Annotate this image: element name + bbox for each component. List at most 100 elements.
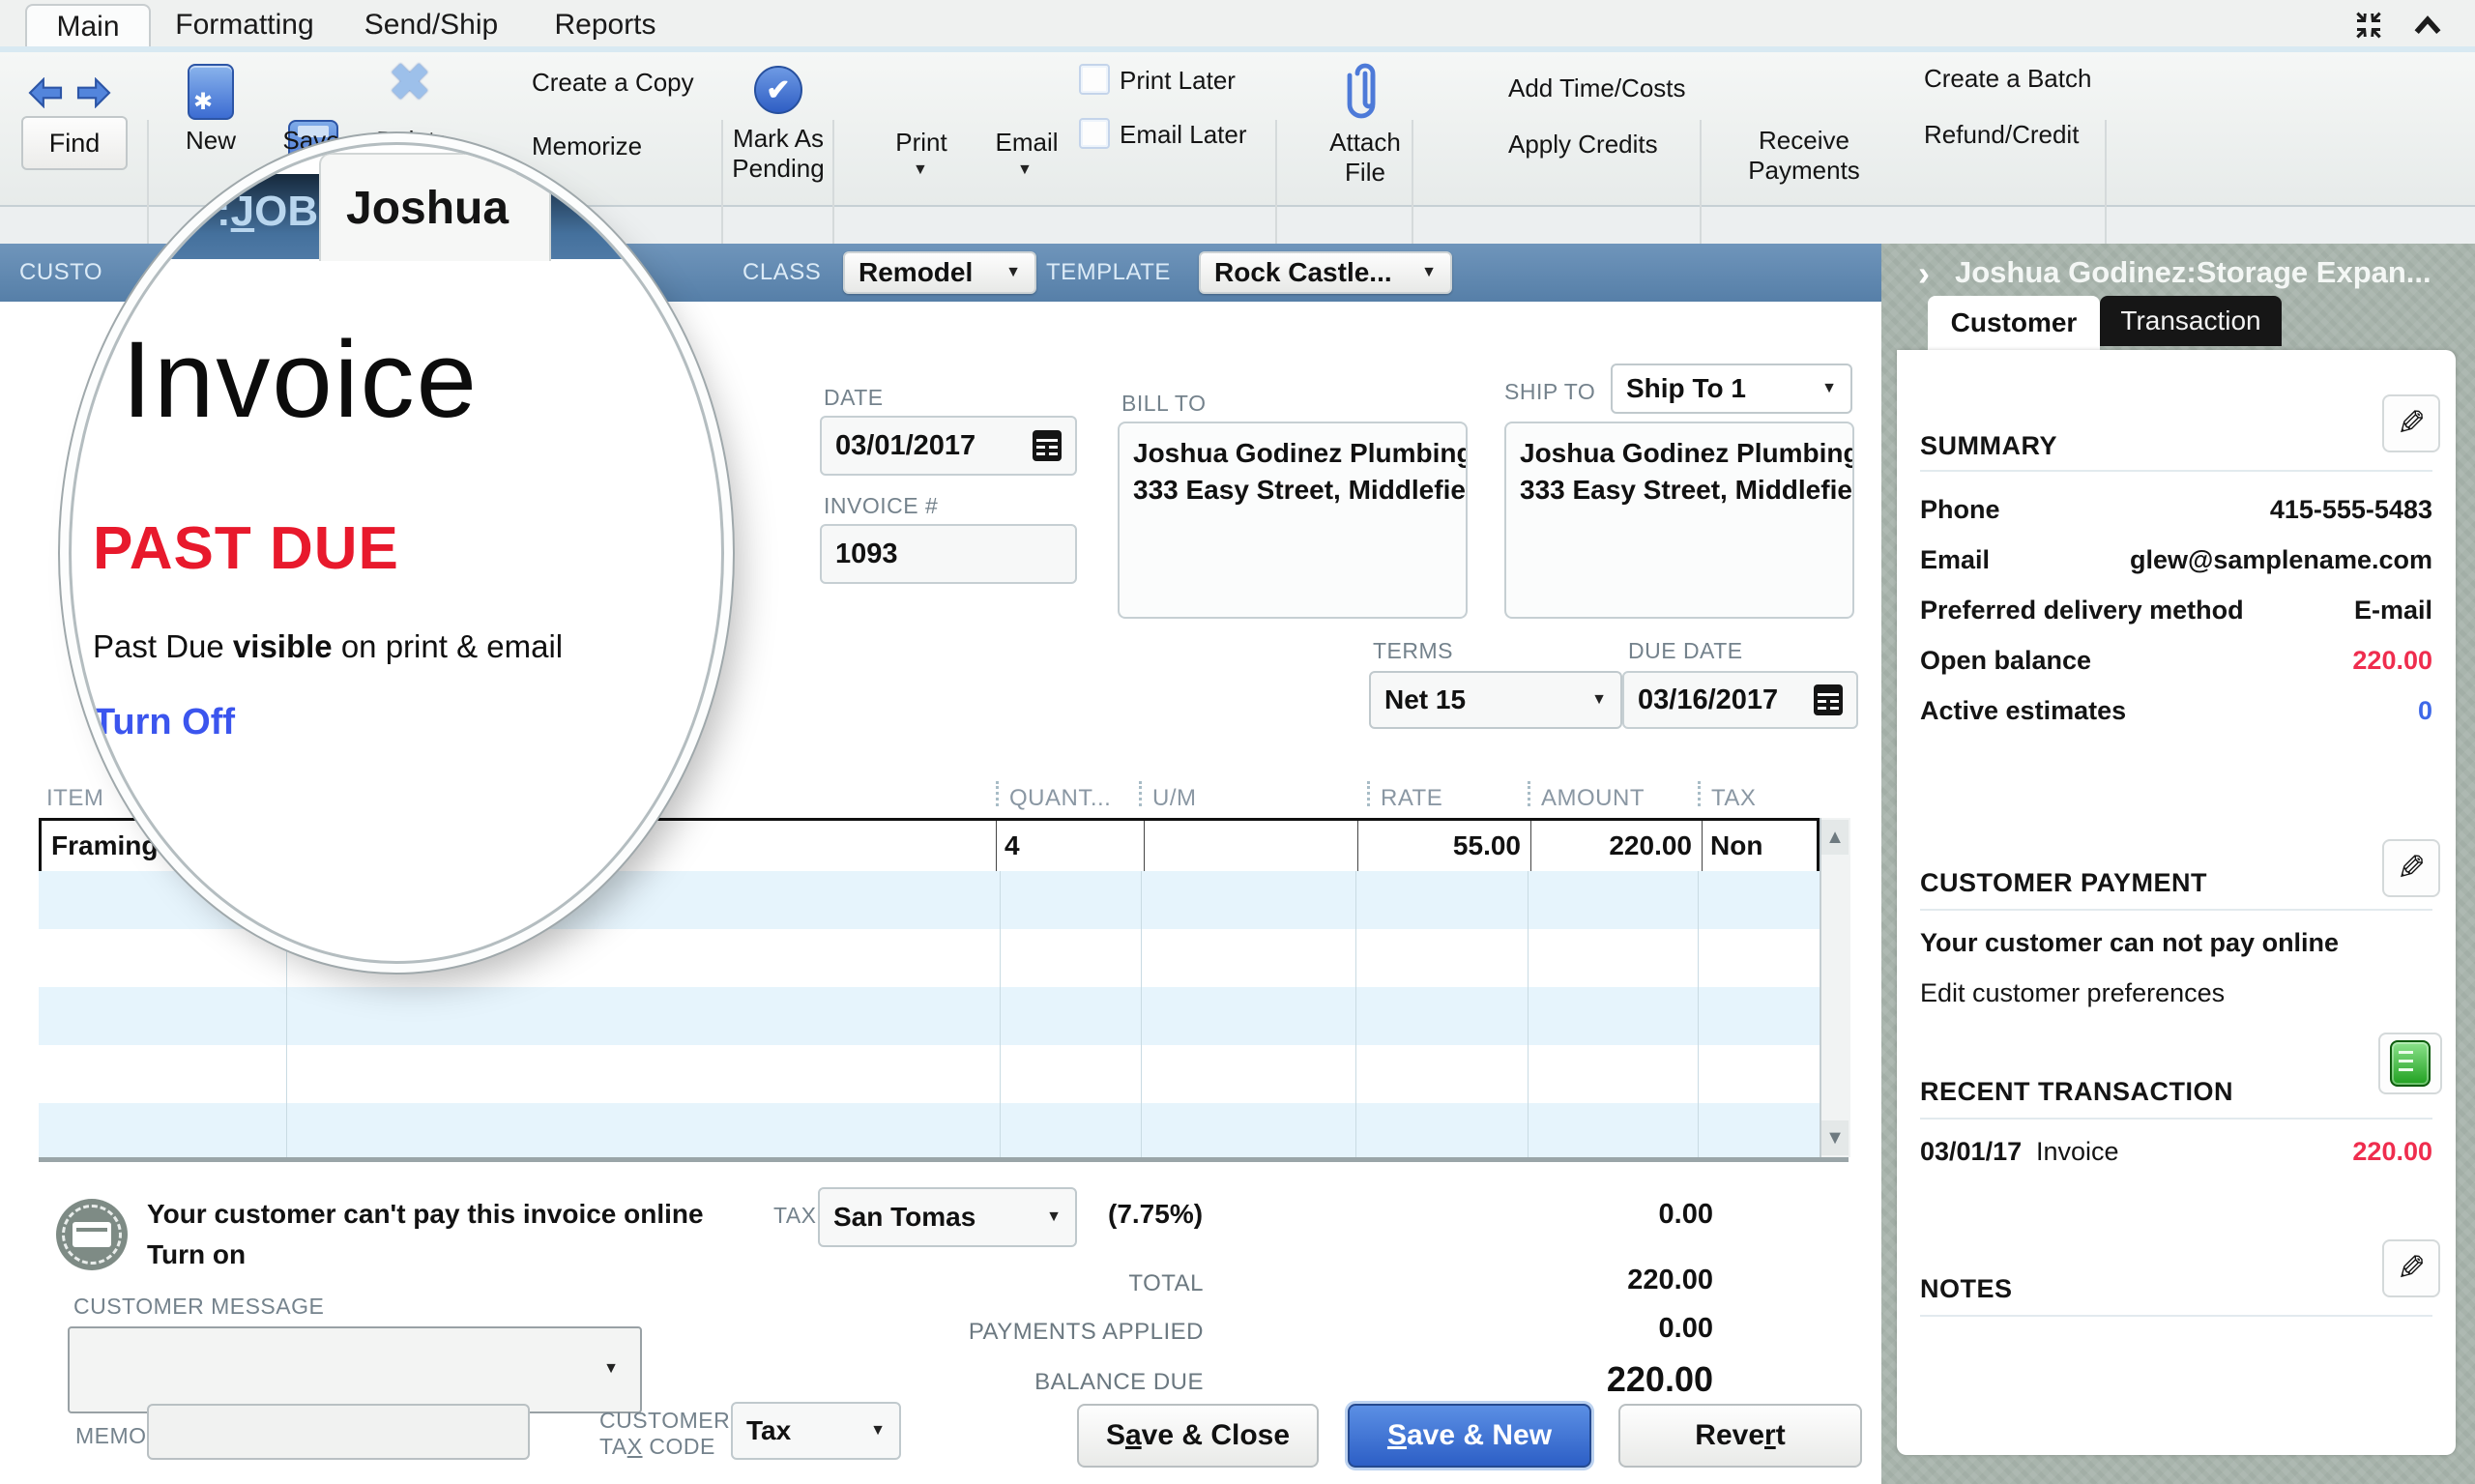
scroll-up-arrow[interactable]: ▲ bbox=[1821, 820, 1849, 855]
recent-transaction-amount: 220.00 bbox=[2352, 1137, 2432, 1166]
tax-agency-dropdown[interactable]: San Tomas ▼ bbox=[818, 1187, 1077, 1247]
email-label: Email bbox=[1920, 545, 1991, 574]
chevron-down-icon: ▼ bbox=[603, 1360, 619, 1377]
customer-payment-title: CUSTOMER PAYMENT bbox=[1920, 868, 2208, 897]
chevron-down-icon: ▼ bbox=[1005, 264, 1021, 280]
column-header-um[interactable]: U/M bbox=[1152, 785, 1197, 811]
email-dropdown-caret[interactable]: ▼ bbox=[1017, 161, 1033, 178]
cell-item[interactable]: Framing bbox=[51, 830, 159, 860]
mark-pending-icon[interactable]: ✔ bbox=[754, 66, 802, 114]
forward-arrow-icon[interactable] bbox=[75, 77, 112, 108]
collapse-ribbon-icon[interactable] bbox=[2411, 12, 2444, 39]
column-header-tax[interactable]: TAX bbox=[1711, 785, 1757, 811]
template-dropdown[interactable]: Rock Castle... ▼ bbox=[1199, 251, 1452, 294]
turn-on-link[interactable]: Turn on bbox=[147, 1239, 247, 1269]
column-header-amount[interactable]: AMOUNT bbox=[1541, 785, 1645, 811]
bill-to-field[interactable]: Joshua Godinez Plumbing 333 Easy Street,… bbox=[1118, 422, 1468, 619]
toolbar-separator bbox=[721, 120, 723, 244]
column-header-quantity[interactable]: QUANT... bbox=[1009, 785, 1112, 811]
save-button[interactable]: Save bbox=[282, 126, 340, 155]
panel-collapse-icon[interactable]: › bbox=[1918, 253, 1930, 293]
cell-tax[interactable]: Non bbox=[1710, 830, 1763, 860]
cell-rate[interactable]: 55.00 bbox=[1452, 830, 1521, 860]
apply-credits-button[interactable]: Apply Credits bbox=[1508, 130, 1658, 159]
recent-transaction-link[interactable]: Invoice bbox=[2036, 1137, 2119, 1166]
table-row-empty[interactable] bbox=[39, 1045, 1820, 1103]
column-divider bbox=[1000, 871, 1001, 1157]
refund-credit-button[interactable]: Refund/Credit bbox=[1924, 120, 2080, 149]
terms-dropdown[interactable]: Net 15 ▼ bbox=[1369, 671, 1622, 729]
delete-icon[interactable]: ✖ bbox=[389, 55, 431, 111]
calendar-icon[interactable] bbox=[1814, 684, 1843, 715]
add-time-costs-button[interactable]: Add Time/Costs bbox=[1508, 73, 1686, 102]
attach-file-icon[interactable] bbox=[1346, 58, 1384, 124]
expand-window-icon[interactable] bbox=[2351, 8, 2386, 43]
attach-file-button[interactable]: Attach File bbox=[1329, 128, 1401, 187]
email-value: glew@samplename.com bbox=[2130, 545, 2432, 574]
transaction-report-button[interactable] bbox=[2378, 1033, 2442, 1094]
print-later-label[interactable]: Print Later bbox=[1120, 66, 1236, 95]
tab-reports[interactable]: Reports bbox=[554, 9, 656, 41]
customer-side-panel: › Joshua Godinez:Storage Expan... Custom… bbox=[1881, 244, 2475, 1484]
create-batch-button[interactable]: Create a Batch bbox=[1924, 64, 2092, 93]
date-field[interactable]: 03/01/2017 bbox=[820, 416, 1077, 476]
column-separator bbox=[996, 781, 999, 806]
due-date-field[interactable]: 03/16/2017 bbox=[1622, 671, 1858, 729]
notes-title: NOTES bbox=[1920, 1274, 2013, 1303]
scroll-down-arrow[interactable]: ▼ bbox=[1821, 1120, 1849, 1155]
find-button[interactable]: Find bbox=[21, 116, 128, 170]
print-button[interactable]: Print bbox=[895, 128, 947, 157]
tab-transaction[interactable]: Transaction bbox=[2100, 296, 2282, 346]
cell-quantity[interactable]: 4 bbox=[1005, 830, 1020, 860]
class-label: CLASS bbox=[742, 259, 822, 285]
memo-field[interactable] bbox=[147, 1404, 530, 1460]
edit-summary-button[interactable]: ✎ bbox=[2382, 394, 2440, 452]
cell-amount[interactable]: 220.00 bbox=[1609, 830, 1692, 860]
balance-due-label: BALANCE DUE bbox=[1034, 1369, 1204, 1395]
column-divider bbox=[1698, 871, 1699, 1157]
tab-send-ship[interactable]: Send/Ship bbox=[364, 9, 499, 41]
edit-notes-button[interactable]: ✎ bbox=[2382, 1239, 2440, 1297]
ship-to-dropdown[interactable]: Ship To 1 ▼ bbox=[1611, 364, 1852, 414]
invoice-number-field[interactable]: 1093 bbox=[820, 524, 1077, 584]
email-button[interactable]: Email bbox=[995, 128, 1059, 157]
column-header-rate[interactable]: RATE bbox=[1381, 785, 1443, 811]
back-arrow-icon[interactable] bbox=[27, 77, 64, 108]
panel-card: SUMMARY ✎ Phone 415-555-5483 Email glew@… bbox=[1897, 350, 2456, 1455]
new-button[interactable]: New bbox=[185, 126, 236, 155]
print-dropdown-caret[interactable]: ▼ bbox=[913, 161, 928, 178]
active-estimates-value[interactable]: 0 bbox=[2417, 696, 2432, 725]
tax-rate: (7.75%) bbox=[1108, 1199, 1204, 1229]
receive-payments-button[interactable]: Receive Payments bbox=[1748, 126, 1860, 185]
tab-customer[interactable]: Customer bbox=[1928, 296, 2100, 350]
memorize-button[interactable]: Memorize bbox=[532, 131, 643, 160]
edit-payment-button[interactable]: ✎ bbox=[2382, 839, 2440, 897]
calendar-icon[interactable] bbox=[1033, 430, 1062, 461]
column-header-item[interactable]: ITEM bbox=[46, 785, 104, 811]
table-scrollbar[interactable] bbox=[1820, 818, 1850, 1157]
magnified-customer-job-field[interactable]: Joshua bbox=[319, 153, 551, 261]
column-divider bbox=[286, 871, 287, 1157]
edit-customer-preferences-link[interactable]: Edit customer preferences bbox=[1920, 978, 2226, 1007]
email-later-checkbox[interactable] bbox=[1079, 118, 1110, 149]
past-due-note: Past Due visible on print & email bbox=[93, 628, 564, 664]
turn-off-link[interactable]: Turn Off bbox=[93, 702, 236, 742]
divider bbox=[1920, 909, 2432, 911]
tab-formatting[interactable]: Formatting bbox=[175, 9, 314, 41]
print-later-checkbox[interactable] bbox=[1079, 64, 1110, 95]
tab-main[interactable]: Main bbox=[25, 4, 151, 48]
revert-button[interactable]: Reve r t bbox=[1618, 1404, 1862, 1468]
email-later-label[interactable]: Email Later bbox=[1120, 120, 1247, 149]
mark-pending-button[interactable]: Mark As Pending bbox=[732, 124, 825, 183]
ship-to-field[interactable]: Joshua Godinez Plumbing 333 Easy Street,… bbox=[1504, 422, 1854, 619]
new-icon[interactable]: ✱ bbox=[188, 64, 234, 120]
total-label: TOTAL bbox=[1128, 1270, 1204, 1296]
customer-message-dropdown[interactable]: ▼ bbox=[68, 1326, 642, 1413]
create-copy-button[interactable]: Create a Copy bbox=[532, 68, 694, 97]
table-row-empty[interactable] bbox=[39, 987, 1820, 1045]
table-row-empty[interactable] bbox=[39, 1103, 1820, 1157]
customer-tax-code-dropdown[interactable]: Tax ▼ bbox=[731, 1402, 901, 1460]
class-dropdown[interactable]: Remodel ▼ bbox=[843, 251, 1036, 294]
